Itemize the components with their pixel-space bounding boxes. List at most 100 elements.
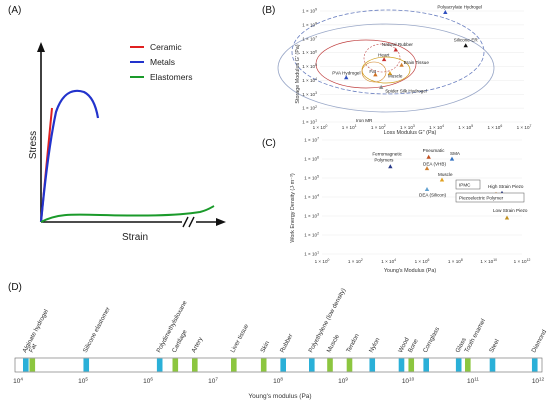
panel-b-grid [320, 10, 524, 123]
panel-b-y-tick: 1 × 107 [302, 35, 317, 41]
panel-b-point [379, 84, 384, 89]
panel-b-point [399, 62, 404, 67]
modulus-segment [408, 358, 415, 372]
panel-b-point-label: Spider Silk Hydrogel [385, 88, 427, 93]
panel-b-point-label: Heart [378, 53, 390, 58]
panel-c-y-tick: 1 × 102 [304, 232, 319, 238]
panel-b-label: (B) [262, 5, 275, 16]
modulus-segment [346, 358, 353, 372]
panel-c-point-label: Muscle [438, 172, 453, 177]
hydrogel-region [291, 9, 485, 95]
modulus-segment [23, 358, 29, 372]
material-label: Fat [28, 343, 39, 354]
panel-d-label: (D) [8, 282, 22, 293]
panel-c-y-tick: 1 × 103 [304, 213, 319, 219]
panel-c-point [449, 156, 455, 161]
elastomers-curve [40, 205, 215, 223]
panel-b-y-tick: 1 × 109 [302, 8, 317, 14]
panel-b-point-label: PVA Hydrogel [332, 71, 360, 76]
panel-b-x-tick: 1 × 107 [517, 124, 532, 130]
panel-c-x-label: Young's Modulus (Pa) [384, 268, 437, 274]
panel-a-axis-break [188, 216, 195, 228]
material-label: Steel [488, 338, 501, 354]
panel-a-legend: Ceramic Metals Elastomers [130, 42, 193, 82]
panel-b-x-tick: 1 × 103 [400, 124, 415, 130]
panel-c-point-label: SMA [450, 151, 461, 156]
muscle-region [361, 61, 387, 83]
panel-b-x-tick: 1 × 105 [458, 124, 473, 130]
natural-rubber-region [363, 43, 401, 73]
panel-c-grid [322, 139, 522, 255]
panel-b-point [387, 71, 393, 76]
modulus-tick: 108 [273, 377, 283, 386]
panel-b-point-label: Natural Rubber [382, 42, 414, 47]
material-label: Cornglass [422, 326, 441, 354]
panel-a-label: (A) [8, 5, 21, 16]
material-label: Skin [259, 340, 271, 354]
modulus-tick: 1010 [402, 377, 415, 386]
panel-b-y-tick: 1 × 104 [302, 77, 317, 83]
panel-b-y-tick: 1 × 102 [302, 105, 317, 111]
panel-c-x-tick: 1 × 100 [315, 258, 330, 264]
panel-c-point [504, 215, 510, 220]
modulus-tick: 107 [208, 377, 218, 386]
panel-b-y-tick: 1 × 103 [302, 91, 317, 97]
panel-d-x-label: Young's modulus (Pa) [248, 393, 311, 400]
panel-b-y-tick: 1 × 105 [302, 63, 317, 69]
modulus-segment [423, 358, 429, 372]
panel-b-y-tick: 1 × 106 [302, 49, 317, 55]
legend-elastomers: Elastomers [150, 72, 193, 82]
panel-b-point-label: Polyacrylate Hydrogel [437, 4, 482, 9]
c-label-ipmc: IPMC [459, 183, 471, 188]
modulus-segment [531, 358, 538, 372]
panel-b-y-tick: 1 × 101 [302, 119, 317, 125]
panel-c-y-tick: 1 × 105 [304, 175, 319, 181]
panel-b-points: Polyacrylate Hydrogel Silicone-ER Natural … [332, 4, 482, 93]
soft-tissue-region [315, 39, 417, 89]
modulus-segment [172, 358, 179, 372]
modulus-tick: 104 [13, 377, 23, 386]
material-label: Nylon [368, 336, 382, 354]
panel-c-point [388, 164, 393, 169]
panel-c-point-label: Pneumatic [423, 148, 445, 153]
modulus-tick: 1011 [467, 377, 479, 386]
material-label: Polydimethylsiloxane [155, 299, 189, 354]
material-label: Polyethylene (low density) [307, 287, 347, 354]
panel-b-regions [277, 9, 495, 113]
panel-a-x-label: Strain [122, 232, 148, 243]
panel-a-axis-break [182, 216, 189, 228]
modulus-tick: 105 [78, 377, 88, 386]
panel-b-x-tick: 1 × 104 [429, 124, 444, 130]
panel-c-point [426, 154, 431, 159]
material-label: Liver tissue [229, 323, 250, 354]
modulus-segment [327, 358, 333, 372]
panel-c-point [439, 177, 445, 182]
material-label: Tendon [345, 332, 361, 354]
piezo-polymer-box [455, 192, 525, 203]
panel-c-y-tick: 1 × 104 [304, 194, 319, 200]
modulus-bar [14, 357, 543, 373]
panel-c-y-tick: 1 × 107 [304, 137, 319, 143]
panel-a: (A) Stress Strain Ceramic Metals Elastom… [8, 5, 226, 243]
panel-b-x-tick: 1 × 106 [487, 124, 502, 130]
panel-b-x-tick: 1 × 101 [342, 124, 357, 130]
panel-c-y-tick: 1 × 101 [304, 251, 319, 257]
panel-c-x-tick: 1 × 102 [348, 258, 363, 264]
panel-c-y-label: Work Energy Density (J·m⁻³) [290, 173, 296, 242]
panel-b-point [443, 9, 448, 14]
modulus-segment [280, 358, 286, 372]
panel-c-point-label: Low Strain Piezo [493, 208, 528, 213]
panel-b-x-label: Loss Modulus G'' (Pa) [384, 130, 437, 136]
panel-a-y-label: Stress [28, 131, 39, 159]
modulus-segment [398, 358, 405, 372]
material-label: Artery [190, 335, 204, 354]
modulus-tick: 1012 [532, 377, 545, 386]
modulus-tick: 109 [338, 377, 348, 386]
panel-b-point [463, 43, 468, 48]
panel-b-annotation: Iron MR [356, 118, 373, 123]
panel-c-x-tick: 1 × 106 [415, 258, 430, 264]
panel-b-point-label: Silicone-ER [454, 38, 479, 43]
